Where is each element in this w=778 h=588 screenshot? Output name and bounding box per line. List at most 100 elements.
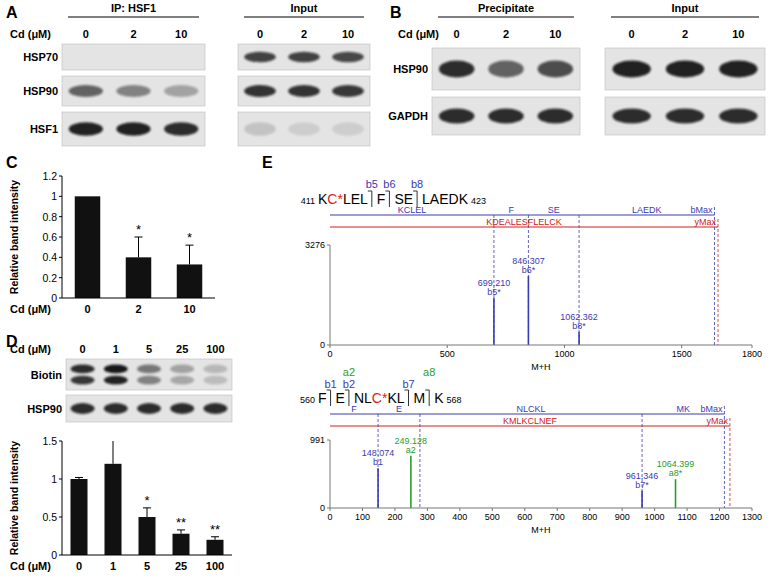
condition-label: Cd (μM) (398, 28, 439, 40)
tick (394, 508, 395, 511)
band (170, 376, 194, 385)
tick (327, 440, 330, 441)
group-title: IP: HSF1 (111, 2, 156, 14)
ion-label: a8 (423, 366, 435, 378)
tick-label: 1.5 (42, 435, 57, 447)
blot-strip (605, 97, 765, 135)
band (137, 365, 161, 374)
row-label: HSP90 (23, 85, 58, 97)
residue-number: 560 (300, 395, 315, 405)
band (244, 85, 276, 97)
x-axis-label: M+H (531, 525, 550, 535)
plot-area (75, 196, 203, 298)
peak-ion-label: b1 (373, 457, 383, 467)
error-bar (177, 530, 185, 534)
ladder-segment: KDEALESFLELCK (486, 217, 562, 227)
tick (557, 508, 558, 511)
peak-mz-label: 1062.362 (560, 312, 598, 322)
tick-label: 400 (452, 512, 467, 522)
lane-label: 2 (503, 28, 509, 40)
residue-number: 423 (471, 196, 486, 206)
ion-label: b2 (343, 378, 355, 390)
band (666, 61, 704, 78)
lane-label: 1 (113, 343, 119, 355)
error-bar (211, 537, 219, 540)
ladder-end-label: yMax (706, 416, 728, 426)
band (137, 376, 161, 385)
tick (59, 237, 62, 238)
significance: ** (210, 522, 220, 537)
group-title: Input (291, 2, 318, 14)
condition-label: Cd (μM) (10, 343, 51, 355)
tick (719, 508, 720, 511)
blot-strip (432, 48, 580, 90)
band (71, 376, 95, 385)
ladder-end (729, 418, 730, 508)
peptide-segment: KC*LEL (318, 191, 368, 207)
lane-label: 10 (732, 28, 744, 40)
peak (641, 491, 643, 508)
x-axis-label: Cd (μM) (10, 560, 51, 572)
significance: * (144, 493, 149, 508)
tick-label: 1200 (710, 512, 730, 522)
tick-label: 100 (355, 512, 370, 522)
tick (447, 345, 448, 348)
category-label: 100 (206, 560, 224, 572)
y-axis-label: Relative band intensity (8, 441, 20, 556)
tick (524, 508, 525, 511)
ladder-segment: LAEDK (632, 205, 662, 215)
lane-label: 25 (176, 343, 188, 355)
ladder-end-label: yMax (694, 217, 716, 227)
plot-area (378, 456, 675, 508)
plot-area (71, 441, 224, 555)
bar (207, 540, 224, 555)
band (439, 108, 475, 123)
band (116, 122, 150, 136)
blot-strip (238, 112, 370, 146)
tick-label: 900 (615, 512, 630, 522)
lane-label: 100 (206, 343, 224, 355)
peak (675, 479, 677, 508)
blot-strip (238, 44, 370, 70)
lane-label: 0 (454, 28, 460, 40)
blot-strip (238, 76, 370, 106)
band (69, 122, 103, 136)
group-title: Input (672, 2, 699, 14)
tick-label: 0 (51, 549, 57, 561)
y-axis (330, 245, 331, 345)
band (538, 108, 574, 123)
lane-label: 0 (83, 28, 89, 40)
lane-label: 10 (175, 28, 187, 40)
band (104, 365, 128, 374)
row-label: Biotin (31, 369, 62, 381)
significance: * (187, 230, 192, 245)
x-axis (330, 508, 752, 509)
tick (59, 196, 62, 197)
fragment-bracket (405, 390, 409, 406)
band (104, 403, 128, 414)
tick-label: 1.2 (42, 170, 57, 182)
band (137, 403, 161, 414)
tick (681, 345, 682, 348)
band (332, 122, 364, 136)
tick-label: 1800 (742, 349, 762, 359)
peak-ion-label: b5* (487, 287, 501, 297)
band (332, 52, 364, 62)
band (164, 122, 198, 136)
peak-mz-label: 1064.399 (657, 459, 695, 469)
peak (578, 332, 580, 345)
x-axis (62, 298, 215, 299)
peak-ion-label: b8* (572, 321, 586, 331)
row-label: HSF1 (30, 123, 58, 135)
category-label: 10 (183, 303, 195, 315)
band (71, 365, 95, 374)
tick (459, 508, 460, 511)
peptide-segment: LAEDK (422, 191, 469, 207)
error-bar (135, 237, 143, 257)
lane-label: 2 (301, 28, 307, 40)
tick (564, 345, 565, 348)
category-label: 2 (135, 303, 141, 315)
band (666, 108, 704, 123)
ion-label: a2 (343, 366, 355, 378)
band (203, 365, 227, 374)
